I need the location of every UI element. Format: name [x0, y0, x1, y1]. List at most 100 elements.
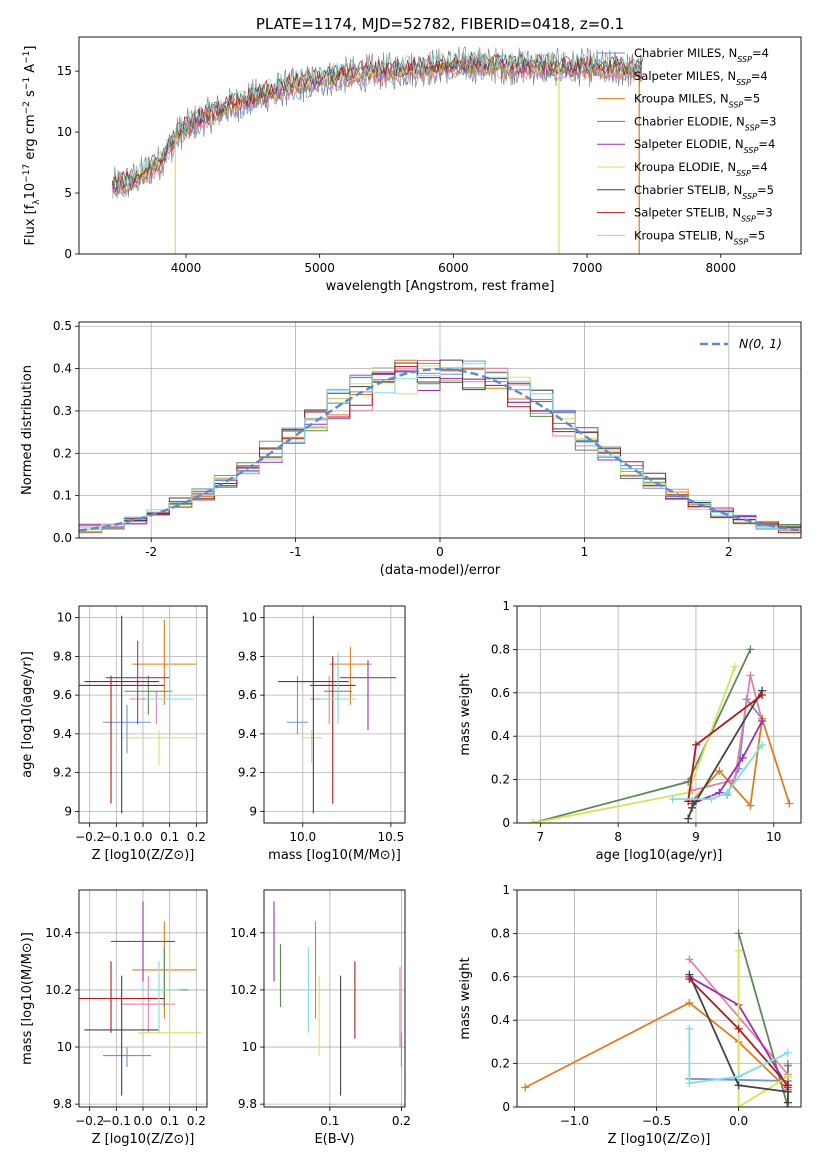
plot-age-vs-Z: −0.2−0.1 0.0 0.1 0.2 9 9.2 9.4 9.6 9.8 10 Z [log10… [20, 605, 208, 863]
axes-frame [263, 889, 406, 1108]
weight-marker-kroupa-stelib [723, 788, 732, 797]
x-tick-label: 2 [725, 545, 733, 559]
y-tick-label: 0.5 [53, 319, 72, 333]
legend-sub: SSP [736, 169, 751, 178]
x-tick-label: −0.1 [102, 1114, 131, 1128]
y-tick-label: 10.4 [230, 926, 257, 940]
weight-line-salpeter-elodie [691, 720, 763, 805]
plot-area-spectrum [112, 46, 643, 254]
weight-marker-salpeter-miles [685, 955, 694, 964]
y-label-part: λ [32, 199, 42, 205]
x-tick-label: −1.0 [560, 1114, 589, 1128]
y-tick-label: 1 [502, 599, 510, 613]
age-mass-x-label: mass [log10(M/M⊙)] [268, 848, 401, 863]
x-tick-label: 10 [766, 830, 781, 844]
y-tick-label: 9.8 [53, 649, 72, 663]
weight-marker-kroupa-stelib [783, 1048, 792, 1057]
plot-mass-vs-ebv: 0.1 0.2 9.8 10 10.2 10.4 E(B-V) [230, 889, 411, 1147]
plot-weight-vs-Z: −1.0 −0.5 0.0 0 0.2 0.4 0.6 0.8 1 Z [log10(Z/Z⊙)]… [458, 883, 802, 1147]
legend-value: =3 [760, 114, 777, 128]
y-tick-label: 9.6 [53, 688, 72, 702]
legend-label-kroupa-elodie: Kroupa ELODIE, NSSP=4 [634, 160, 768, 178]
x-tick-label: 9 [692, 830, 700, 844]
weight-marker-salpeter-miles [746, 671, 755, 680]
legend-text: Chabrier MILES, N [634, 46, 737, 60]
legend-label-kroupa-stelib: Kroupa STELIB, NSSP=5 [634, 228, 765, 246]
y-tick-label: 5 [64, 186, 72, 200]
weight-marker-salpeter-elodie [738, 753, 747, 762]
y-tick-label: 10 [57, 125, 72, 139]
weight-line-chabrier-stelib [688, 974, 789, 1103]
weight-z-y-label: mass weight [458, 957, 473, 1039]
weight-age-x-label: age [log10(age/yr)] [596, 848, 723, 863]
y-label-part: erg cm [23, 114, 38, 163]
plot-weight-vs-age: 7 8 9 10 0 0.2 0.4 0.6 0.8 1 age [log10(age/yr)] ma… [458, 599, 802, 863]
weight-marker-chabrier-elodie [783, 1061, 792, 1070]
x-tick-label: -2 [145, 545, 157, 559]
legend-text: Kroupa MILES, N [634, 92, 729, 106]
x-tick-label: 6000 [438, 261, 469, 275]
axes-frame [516, 605, 802, 824]
weight-line-kroupa-elodie [737, 950, 789, 1107]
hist-salpeter-elodie [79, 370, 801, 538]
y-tick-label: 10.2 [45, 983, 72, 997]
figure-title: PLATE=1174, MJD=52782, FIBERID=0418, z=0… [256, 15, 624, 33]
model-line-salpeter-stelib [112, 51, 643, 186]
residual-x-label: (data-model)/error [380, 563, 501, 578]
weight-marker-kroupa-miles [785, 799, 794, 808]
y-tick-label: 0.6 [491, 970, 510, 984]
legend-sub: SSP [736, 77, 751, 86]
mass-z-x-label: Z [log10(Z/Z⊙)] [92, 1132, 195, 1147]
legend-text: Salpeter MILES, N [634, 69, 736, 83]
plot-area-age-vs-mass [264, 606, 405, 823]
x-tick-label: 0.2 [187, 830, 206, 844]
x-tick-label: 4000 [171, 261, 202, 275]
x-tick-label: 0.0 [133, 1114, 152, 1128]
axes-frame [516, 889, 802, 1108]
legend-label-chabrier-stelib: Chabrier STELIB, NSSP=5 [634, 183, 774, 201]
y-tick-label: 0.8 [491, 926, 510, 940]
y-tick-label: 0 [64, 247, 72, 261]
weight-marker-salpeter-stelib [758, 690, 767, 699]
weight-marker-chabrier-stelib [734, 1081, 743, 1090]
y-tick-label: 0.2 [491, 1057, 510, 1071]
weight-line-salpeter-miles [691, 675, 763, 792]
x-tick-label: −0.2 [75, 830, 104, 844]
y-label-part: −1 [22, 77, 32, 90]
legend-sub: SSP [737, 55, 752, 64]
legend-sub: SSP [734, 237, 749, 246]
residual-y-label: Normed distribution [20, 365, 35, 495]
y-tick-label: 10 [242, 1040, 257, 1054]
y-tick-label: 0.8 [491, 642, 510, 656]
x-tick-label: 0.1 [320, 1114, 339, 1128]
axes-frame [78, 321, 802, 539]
weight-marker-kroupa-stelib [685, 1024, 694, 1033]
y-label-part: −1 [22, 51, 32, 64]
y-tick-label: 0.1 [53, 489, 72, 503]
y-tick-label: 0.6 [491, 686, 510, 700]
weight-marker-kroupa-elodie [734, 1103, 743, 1107]
x-tick-label: 8 [614, 830, 622, 844]
weight-marker-kroupa-stelib [707, 795, 716, 804]
weight-marker-kroupa-miles [521, 1083, 530, 1092]
y-tick-label: 0.0 [53, 531, 72, 545]
weight-age-y-label: mass weight [458, 673, 473, 755]
y-tick-label: 0.2 [491, 773, 510, 787]
weight-line-kroupa-stelib [672, 744, 763, 800]
plot-mass-vs-Z: −0.2−0.1 0.0 0.1 0.2 9.8 10 10.2 10.4 Z [log10(Z… [20, 889, 208, 1147]
spectrum-y-label: Flux [fλ10−17 erg cm−2 s−1 A−1] [22, 46, 42, 246]
y-tick-label: 0.4 [53, 362, 72, 376]
weight-marker-kroupa-miles [746, 801, 755, 810]
y-tick-label: 9.4 [238, 727, 257, 741]
legend-label-chabrier-miles: Chabrier MILES, NSSP=4 [634, 46, 769, 64]
y-label-part: A [23, 64, 38, 77]
axes-frame [78, 605, 208, 824]
axes-frame [78, 889, 208, 1108]
age-y-label: age [log10(age/yr)] [20, 651, 35, 778]
legend-text: Salpeter STELIB, N [634, 206, 741, 220]
weight-marker-kroupa-elodie [734, 946, 743, 955]
x-tick-label: −0.5 [642, 1114, 671, 1128]
legend-sub: SSP [742, 191, 757, 200]
legend-label-chabrier-elodie: Chabrier ELODIE, NSSP=3 [634, 114, 776, 131]
